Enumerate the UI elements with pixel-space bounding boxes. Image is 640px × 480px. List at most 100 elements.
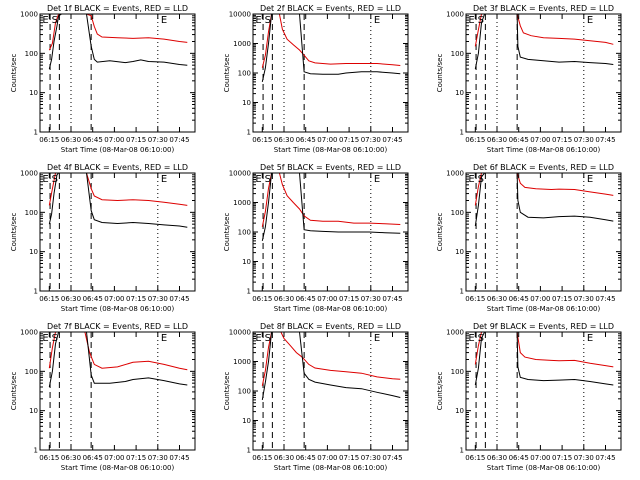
series-line-events (474, 173, 614, 227)
series-line-events (261, 14, 401, 83)
marker-label: S (52, 15, 58, 26)
x-tick-label: 06:45 (83, 136, 103, 144)
series-line-lld (474, 14, 614, 47)
series-line-lld (474, 332, 614, 368)
y-tick-label: 100 (25, 368, 38, 376)
x-tick-label: 07:45 (595, 136, 615, 144)
y-tick-label: 1 (460, 288, 464, 296)
y-axis-label: Counts/sec (10, 372, 18, 411)
x-tick-label: 06:15 (39, 454, 59, 462)
x-tick-label: 06:45 (296, 454, 316, 462)
x-tick-label: 07:00 (317, 454, 337, 462)
y-tick-label: 1000 (20, 329, 38, 337)
chart-panel-1: 1 10 100 1000 06:15 06:30 06:45 07:00 07:15 07:30… (10, 4, 196, 154)
y-tick-label: 10 (242, 99, 251, 107)
x-tick-label: 06:15 (252, 295, 272, 303)
marker-label: E (255, 174, 261, 185)
marker-label: E (42, 174, 48, 185)
x-tick-label: 06:30 (274, 136, 294, 144)
plot-frame (252, 13, 409, 133)
x-tick-label: 06:30 (61, 295, 81, 303)
x-tick-label: 07:00 (530, 136, 550, 144)
panel-title: Det 3f BLACK = Events, RED = LLD (473, 4, 614, 13)
x-tick-label: 07:15 (339, 295, 359, 303)
plot-frame (39, 13, 196, 133)
y-tick-label: 100 (451, 50, 464, 58)
x-tick-label: 07:30 (361, 295, 381, 303)
x-tick-label: 07:15 (552, 295, 572, 303)
x-tick-label: 06:45 (296, 136, 316, 144)
y-tick-label: 1 (460, 129, 464, 137)
marker-label: E (161, 174, 167, 185)
marker-label: S (478, 333, 484, 344)
marker-label: S (52, 333, 58, 344)
marker-label: E (161, 333, 167, 344)
series-line-events (48, 332, 188, 388)
x-tick-label: 06:15 (465, 136, 485, 144)
x-tick-label: 07:30 (574, 295, 594, 303)
panel-title: Det 5f BLACK = Events, RED = LLD (260, 163, 401, 172)
x-tick-label: 06:45 (509, 295, 529, 303)
marker-label: S (52, 174, 58, 185)
panel-title: Det 4f BLACK = Events, RED = LLD (47, 163, 188, 172)
marker-label: E (161, 15, 167, 26)
y-tick-label: 10 (29, 89, 38, 97)
series-line-events (48, 14, 188, 70)
marker-label: E (42, 333, 48, 344)
series-line-lld (474, 173, 614, 206)
y-tick-label: 1000 (20, 11, 38, 19)
y-tick-label: 100 (25, 50, 38, 58)
marker-label: E (468, 174, 474, 185)
y-tick-label: 10 (455, 248, 464, 256)
x-tick-label: 07:45 (169, 295, 189, 303)
x-tick-label: 06:30 (61, 454, 81, 462)
series-line-lld (48, 173, 188, 206)
y-axis-label: Counts/sec (223, 213, 231, 252)
marker-label: S (265, 15, 271, 26)
x-tick-label: 06:30 (274, 454, 294, 462)
x-tick-label: 07:15 (552, 136, 572, 144)
x-tick-label: 06:30 (487, 295, 507, 303)
x-tick-label: 07:15 (126, 454, 146, 462)
y-tick-label: 10 (29, 407, 38, 415)
marker-label: E (587, 333, 593, 344)
marker-label: S (265, 174, 271, 185)
x-tick-label: 07:30 (574, 454, 594, 462)
y-tick-label: 100 (238, 70, 251, 78)
y-tick-label: 1 (460, 447, 464, 455)
x-tick-label: 07:30 (361, 136, 381, 144)
marker-label: E (587, 174, 593, 185)
x-tick-label: 06:30 (487, 136, 507, 144)
plot-frame (39, 331, 196, 451)
plot-frame (465, 331, 622, 451)
y-tick-label: 1000 (20, 170, 38, 178)
y-tick-label: 10 (455, 407, 464, 415)
marker-label: E (255, 15, 261, 26)
x-tick-label: 06:45 (296, 295, 316, 303)
x-tick-label: 06:15 (252, 454, 272, 462)
y-axis-label: Counts/sec (223, 372, 231, 411)
x-tick-label: 07:00 (104, 454, 124, 462)
series-line-events (48, 173, 188, 228)
y-tick-label: 10 (242, 258, 251, 266)
x-tick-label: 06:45 (83, 295, 103, 303)
x-axis-label: Start Time (08-Mar-08 06:10:00) (487, 146, 601, 154)
marker-label: E (587, 15, 593, 26)
panel-title: Det 2f BLACK = Events, RED = LLD (260, 4, 401, 13)
y-tick-label: 1000 (446, 170, 464, 178)
x-tick-label: 06:15 (252, 136, 272, 144)
series-line-events (474, 332, 614, 386)
x-tick-label: 07:00 (104, 136, 124, 144)
panel-title: Det 1f BLACK = Events, RED = LLD (47, 4, 188, 13)
x-tick-label: 07:00 (317, 295, 337, 303)
x-tick-label: 06:15 (465, 454, 485, 462)
chart-panel-8: 1 10 100 1000 10000 06:15 06:30 06:45 07:00 07:15… (223, 322, 409, 472)
marker-label: E (255, 333, 261, 344)
chart-panel-9: 1 10 100 1000 06:15 06:30 06:45 07:00 07:15 07:30… (436, 322, 622, 472)
panel-title: Det 7f BLACK = Events, RED = LLD (47, 322, 188, 331)
marker-label: S (478, 174, 484, 185)
x-tick-label: 07:45 (595, 454, 615, 462)
x-tick-label: 07:00 (530, 454, 550, 462)
chart-panel-4: 1 10 100 1000 06:15 06:30 06:45 07:00 07:15 07:30… (10, 163, 196, 313)
x-tick-label: 06:30 (487, 454, 507, 462)
